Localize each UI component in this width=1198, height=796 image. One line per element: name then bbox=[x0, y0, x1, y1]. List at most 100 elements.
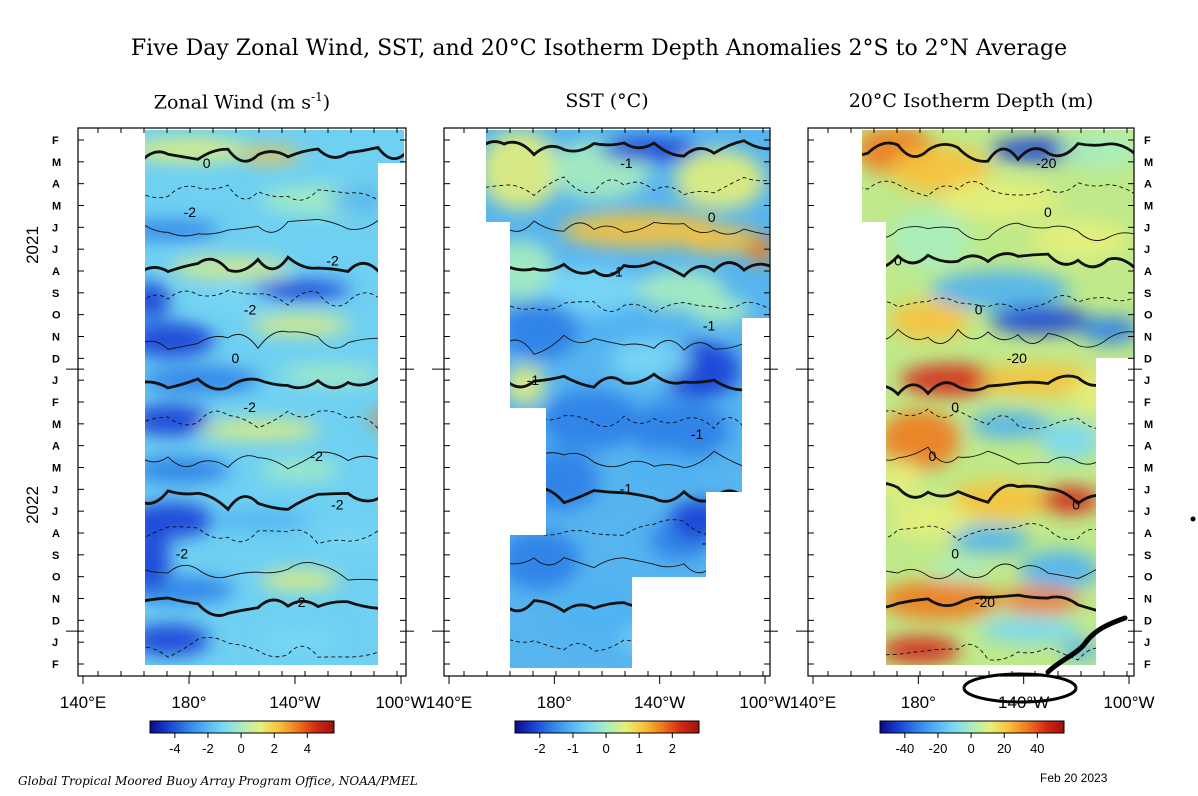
heatmap-cell bbox=[980, 364, 1100, 396]
contour-label: 0 bbox=[951, 545, 959, 561]
contour-label: -1 bbox=[702, 535, 715, 551]
heatmap-cell bbox=[250, 315, 350, 335]
heatmap-cell bbox=[145, 530, 170, 590]
month-label: S bbox=[1144, 550, 1151, 562]
heatmap-cell bbox=[610, 340, 690, 380]
contour-line bbox=[145, 489, 404, 512]
contour-line bbox=[145, 290, 404, 308]
contour-line bbox=[145, 370, 404, 391]
contour-line bbox=[486, 176, 770, 197]
month-label: S bbox=[52, 550, 59, 562]
contour-label: -2 bbox=[244, 301, 257, 317]
contour-line bbox=[862, 180, 1134, 197]
heatmap-panel-1: -1 0 -1 -1 -1 -1 -1 -1 -1 bbox=[443, 127, 771, 677]
contour-line bbox=[145, 561, 404, 581]
colorbar-tick-label: 4 bbox=[304, 741, 311, 756]
month-label: F bbox=[52, 397, 59, 409]
heatmap-cell bbox=[540, 390, 640, 450]
colorbar-tick-label: 2 bbox=[271, 741, 278, 756]
contour-line bbox=[862, 141, 1134, 163]
contour-label: -1 bbox=[620, 480, 633, 496]
heatmap-cell bbox=[145, 624, 210, 656]
month-label: S bbox=[1144, 288, 1151, 300]
lon-label: 140°E bbox=[60, 693, 107, 712]
panel-title-zonal-wind-sup: -1 bbox=[311, 90, 323, 104]
contour-line bbox=[145, 596, 404, 617]
year-label: 2022 bbox=[23, 486, 42, 524]
month-label: J bbox=[52, 375, 58, 387]
heatmap-cell bbox=[675, 150, 765, 210]
contour-label: -20 bbox=[1036, 155, 1056, 171]
heatmap-cell bbox=[370, 412, 404, 428]
heatmap-cell bbox=[620, 630, 680, 650]
heatmap-cell bbox=[880, 460, 920, 500]
month-label: A bbox=[52, 266, 60, 278]
contour-label: -1 bbox=[527, 372, 540, 388]
figure-title: Five Day Zonal Wind, SST, and 20°C Isoth… bbox=[130, 36, 1068, 61]
colorbar-gradient-bar bbox=[149, 720, 335, 734]
heatmap-cell bbox=[250, 280, 350, 300]
month-label: J bbox=[1144, 484, 1150, 496]
contour-line bbox=[145, 255, 404, 276]
month-label: F bbox=[52, 135, 59, 147]
heatmap-cell bbox=[970, 411, 1050, 439]
contour-label: -1 bbox=[691, 426, 704, 442]
lon-label: 140°W bbox=[269, 693, 320, 712]
heatmap-cell bbox=[260, 460, 340, 480]
month-label: F bbox=[1144, 659, 1151, 671]
contour-label: -20 bbox=[1007, 350, 1027, 366]
month-label: D bbox=[52, 353, 60, 365]
month-label: M bbox=[52, 201, 61, 213]
heatmap-cell bbox=[280, 365, 380, 385]
contour-label: -2 bbox=[331, 497, 344, 513]
heatmap-cell bbox=[145, 220, 220, 240]
month-label: J bbox=[1144, 222, 1150, 234]
heatmap-panel-0: 0 -2 -2 -2 0 -2 -2 -2 -2 -2 bbox=[77, 127, 407, 677]
contour-label: 0 bbox=[975, 301, 983, 317]
contour-label: -2 bbox=[176, 545, 189, 561]
heatmap-cell bbox=[210, 510, 310, 530]
month-label: A bbox=[1144, 441, 1152, 453]
contour-label: -2 bbox=[243, 399, 256, 415]
hand-annotation bbox=[962, 516, 1196, 704]
heatmap-cell bbox=[1000, 586, 1080, 614]
heatmap-cell bbox=[500, 300, 580, 360]
lon-label: 140°W bbox=[634, 693, 685, 712]
heatmap-cell bbox=[145, 502, 215, 538]
lon-label: 100°W bbox=[739, 693, 790, 712]
heatmap-cell bbox=[940, 180, 1060, 220]
month-label: J bbox=[52, 484, 58, 496]
heatmap-cell bbox=[950, 526, 1030, 554]
heatmap-cell bbox=[145, 138, 250, 162]
month-label: J bbox=[1144, 244, 1150, 256]
contour-label: -2 bbox=[293, 594, 306, 610]
heatmap-cell bbox=[620, 450, 700, 490]
panel-title-zonal-wind: Zonal Wind (m s-1) bbox=[77, 90, 407, 113]
heatmap-cell bbox=[520, 450, 600, 510]
contour-label: 0 bbox=[203, 155, 211, 171]
panel-title-zonal-wind-main: Zonal Wind (m s bbox=[153, 91, 312, 114]
heatmap-cell bbox=[680, 226, 760, 254]
credit-text: Global Tropical Moored Buoy Array Progra… bbox=[18, 774, 418, 788]
colorbar-tick-label: 2 bbox=[669, 741, 676, 756]
month-label: M bbox=[1144, 201, 1153, 213]
month-label: F bbox=[52, 659, 59, 671]
contour-line bbox=[145, 218, 404, 237]
heatmap-cell bbox=[890, 500, 970, 540]
colorbar-tick-label: 0 bbox=[967, 741, 974, 756]
colorbar-tick-label: 0 bbox=[237, 741, 244, 756]
date-text: Feb 20 2023 bbox=[1040, 771, 1108, 785]
heatmap-cell bbox=[1030, 220, 1130, 260]
month-label: M bbox=[52, 157, 61, 169]
month-label: A bbox=[52, 528, 60, 540]
contour-line bbox=[486, 139, 770, 158]
heatmap-cell bbox=[1040, 486, 1100, 514]
year-label: 2021 bbox=[23, 226, 42, 264]
heatmap-cell bbox=[630, 400, 730, 460]
colorbar-tick-label: 40 bbox=[1030, 741, 1044, 756]
month-label: M bbox=[52, 463, 61, 475]
colorbar-0: -4 -2 0 2 4 bbox=[149, 720, 335, 756]
